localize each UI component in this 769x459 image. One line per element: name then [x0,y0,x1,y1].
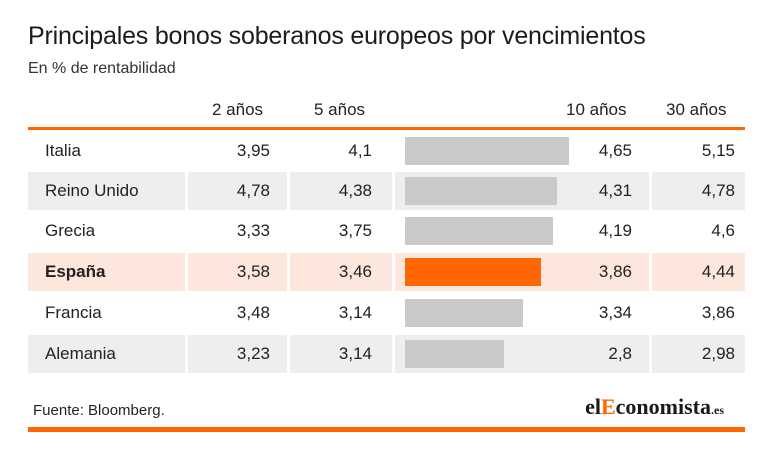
value-30y: 4,6 [711,221,735,240]
value-10y: 3,34 [598,303,632,322]
column-header-5y: 5 años [314,100,366,119]
value-30y: 2,98 [701,344,735,363]
value-10y: 4,31 [598,181,632,200]
value-5y: 4,1 [348,141,372,160]
country-label: Francia [45,303,102,322]
column-header-2y: 2 años [212,100,264,119]
value-10y: 4,65 [598,141,632,160]
table-row: España 3,58 3,46 3,86 4,44 [28,253,745,291]
table-cell-bg [188,253,287,291]
country-label: Grecia [45,221,96,240]
table-row: Grecia 3,33 3,75 4,19 4,6 [28,212,745,250]
country-label: España [45,262,106,281]
table-cell-bg [290,172,392,210]
value-2y: 3,23 [236,344,270,363]
table-row: Francia 3,48 3,14 3,34 3,86 [28,294,745,332]
value-5y: 3,75 [338,221,372,240]
bar-10y [405,299,523,327]
table-cell-bg [28,335,185,373]
value-5y: 3,14 [338,303,372,322]
table-cell-bg [28,253,185,291]
value-30y: 4,44 [701,262,735,281]
bar-10y [405,258,541,286]
table-cell-bg [188,335,287,373]
table-row: Italia 3,95 4,1 4,65 5,15 [28,132,745,170]
bar-10y [405,137,569,165]
column-header-30y: 30 años [666,100,727,119]
table-row: Alemania 3,23 3,14 2,8 2,98 [28,335,745,373]
value-5y: 3,46 [338,262,372,281]
value-10y: 4,19 [598,221,632,240]
column-header-10y: 10 años [566,100,627,119]
country-label: Reino Unido [45,181,139,200]
value-10y: 3,86 [598,262,632,281]
value-10y: 2,8 [608,344,632,363]
value-30y: 3,86 [701,303,735,322]
value-2y: 3,58 [236,262,270,281]
chart-title: Principales bonos soberanos europeos por… [28,22,646,50]
eleconomista-logo: elEconomista.es [585,394,724,419]
chart-subtitle: En % de rentabilidad [28,60,176,77]
bar-10y [405,177,557,205]
value-30y: 5,15 [701,141,735,160]
table-cell-bg [652,253,745,291]
value-5y: 4,38 [338,181,372,200]
bar-10y [405,217,553,245]
header-accent-line [28,127,745,130]
table-row: Reino Unido 4,78 4,38 4,31 4,78 [28,172,745,210]
value-2y: 3,95 [236,141,270,160]
table-cell-bg [290,253,392,291]
value-2y: 4,78 [236,181,270,200]
value-30y: 4,78 [701,181,735,200]
table-cell-bg [290,132,392,170]
country-label: Alemania [45,344,116,363]
footer-accent-line [28,427,745,432]
table-cell-bg [188,172,287,210]
value-2y: 3,33 [236,221,270,240]
table-cell-bg [652,172,745,210]
bar-10y [405,340,504,368]
source-note: Fuente: Bloomberg. [33,402,165,419]
table-cell-bg [652,335,745,373]
country-label: Italia [45,141,81,160]
table-cell-bg [290,335,392,373]
table-cell-bg [28,172,185,210]
value-5y: 3,14 [338,344,372,363]
value-2y: 3,48 [236,303,270,322]
